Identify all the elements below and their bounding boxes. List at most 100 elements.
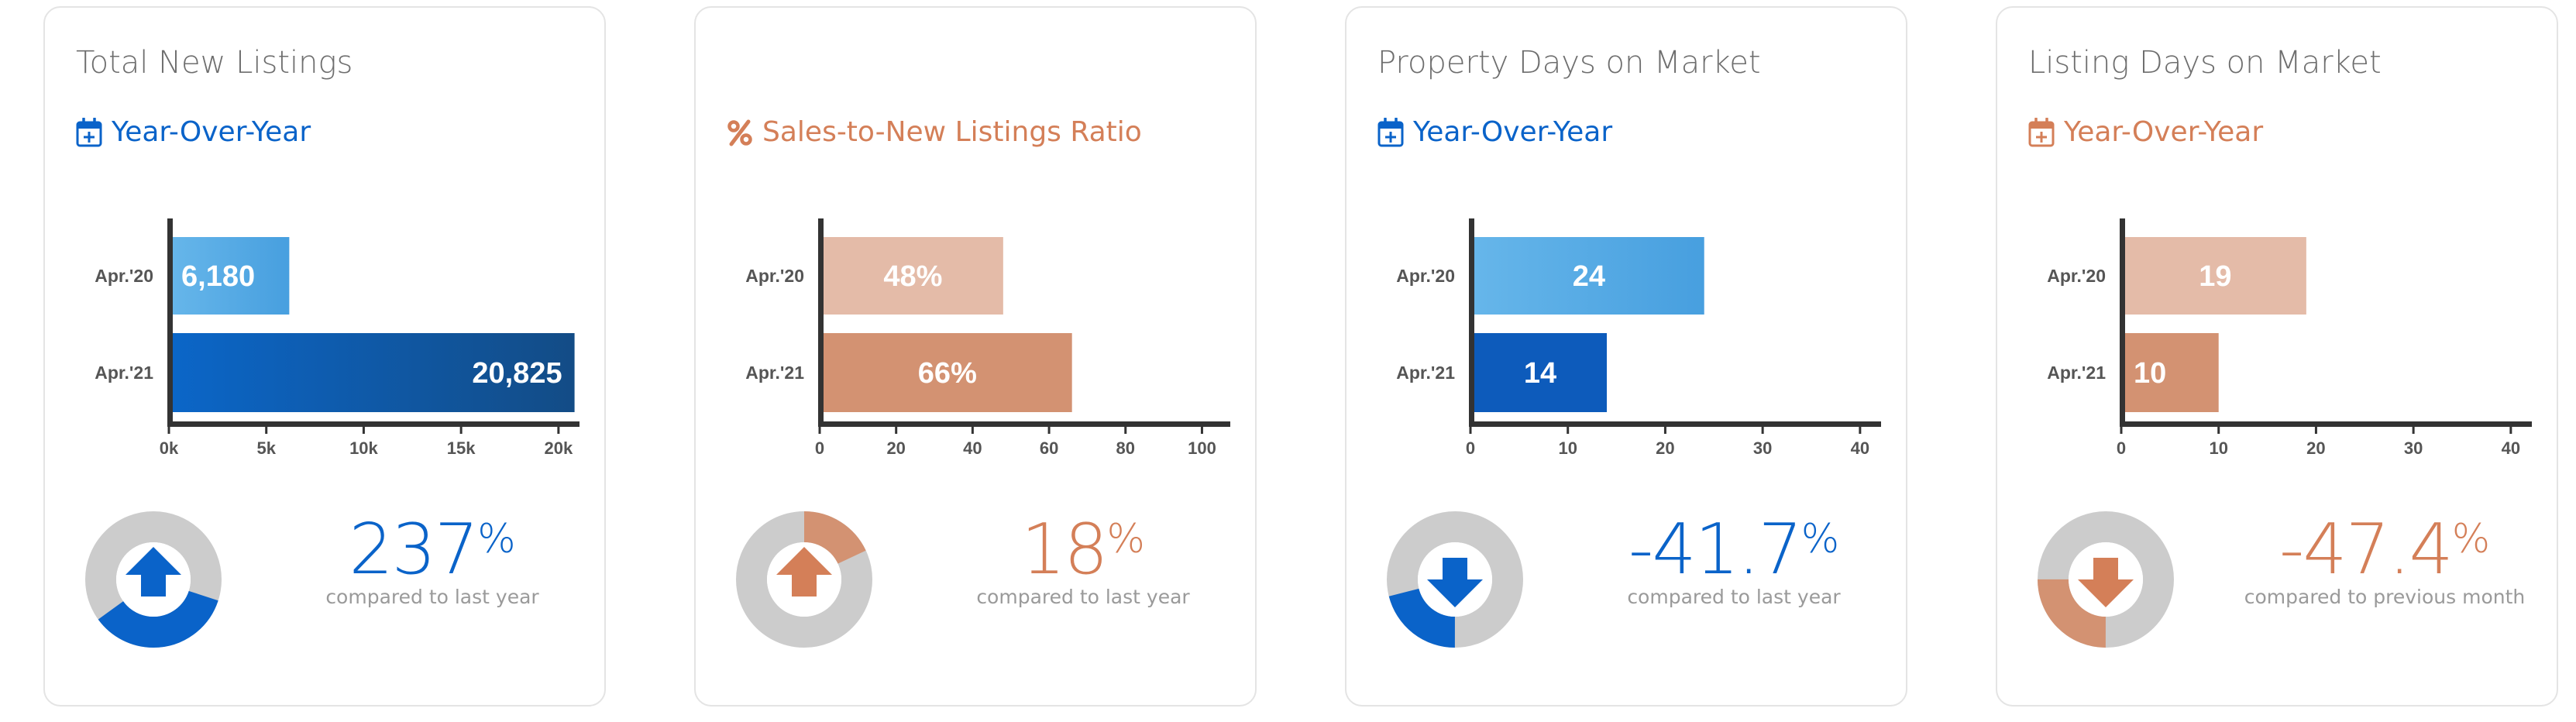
x-tick-label: 10k — [349, 438, 378, 458]
change-ring — [2038, 511, 2174, 648]
x-tick-label: 10 — [2209, 438, 2227, 458]
bar — [172, 333, 575, 412]
value-label: 24 — [1573, 260, 1605, 293]
arrow-up-icon — [126, 547, 181, 597]
card-total-new-listings: Total New Listings Year-Over-Year Apr.'2… — [43, 6, 606, 707]
calendar-plus-icon — [76, 117, 102, 146]
arrow-up-icon — [776, 547, 832, 597]
ring-segment — [2038, 511, 2174, 648]
bar — [823, 333, 1072, 412]
change-stat: 18% compared to last year — [928, 513, 1238, 609]
change-value-line: 237% — [277, 513, 587, 587]
change-ring — [85, 511, 222, 648]
bar-chart: Apr.'20 6,180 Apr.'21 20,825 0k 5k 10k 15k 20k — [95, 218, 580, 458]
x-tick-label: 20k — [544, 438, 573, 458]
value-label: 10 — [2134, 357, 2166, 390]
percent-sign: % — [2451, 516, 2491, 562]
subtitle-label: Sales-to-New Listings Ratio — [762, 116, 1142, 148]
arrow-down-icon — [1427, 558, 1483, 607]
x-tick-label: 80 — [1116, 438, 1135, 458]
calendar-plus-icon — [1377, 117, 1404, 146]
percent-icon — [727, 119, 752, 146]
x-axis-line — [818, 421, 1230, 427]
subtitle: Year-Over-Year — [2028, 116, 2263, 148]
change-caption: compared to last year — [1627, 586, 1841, 608]
ring-segment — [85, 511, 222, 648]
calendar-header — [77, 122, 101, 129]
x-tick-label: 0 — [2117, 438, 2126, 458]
subtitle-label: Year-Over-Year — [1413, 116, 1613, 148]
subtitle: Year-Over-Year — [1377, 116, 1612, 148]
bar — [172, 237, 290, 315]
category-label: Apr.'21 — [2047, 363, 2106, 383]
change-caption: compared to last year — [976, 586, 1190, 608]
bar — [823, 237, 1003, 315]
x-tick-label: 60 — [1040, 438, 1058, 458]
x-tick-label: 40 — [1851, 438, 1869, 458]
change-ring — [736, 511, 872, 648]
change-value: 237 — [349, 509, 479, 590]
x-tick-label: 30 — [1753, 438, 1772, 458]
change-stat: -47.4% compared to previous month — [2230, 513, 2540, 609]
calendar-header — [2030, 122, 2053, 129]
x-axis-line — [2120, 421, 2532, 427]
change-value: -47.4 — [2279, 509, 2454, 590]
y-axis-line — [818, 218, 824, 426]
x-tick-label: 20 — [2306, 438, 2325, 458]
percent-sign: % — [1106, 516, 1145, 562]
y-axis-line — [1469, 218, 1474, 426]
percent-dot-top — [727, 119, 740, 132]
subtitle: Year-Over-Year — [76, 116, 311, 148]
category-label: Apr.'21 — [1396, 363, 1455, 383]
category-label: Apr.'20 — [1396, 266, 1455, 286]
value-label: 48% — [883, 260, 942, 293]
change-value: -41.7 — [1628, 509, 1803, 590]
bar — [2124, 237, 2306, 315]
bar-chart: Apr.'20 48% Apr.'21 66% 0 20 40 60 80 100 — [745, 218, 1230, 458]
percent-sign: % — [477, 516, 516, 562]
percent-sign: % — [1800, 516, 1840, 562]
x-tick-label: 40 — [963, 438, 982, 458]
x-tick-label: 40 — [2502, 438, 2520, 458]
value-label: 66% — [918, 357, 977, 390]
card-property-days-on-market: Property Days on Market Year-Over-Year A… — [1345, 6, 1907, 707]
subtitle-label: Year-Over-Year — [112, 116, 311, 148]
change-caption: compared to last year — [325, 586, 539, 608]
y-axis-line — [167, 218, 173, 426]
x-tick-label: 0 — [1466, 438, 1475, 458]
value-label: 6,180 — [181, 260, 255, 293]
x-tick-label: 15k — [447, 438, 476, 458]
calendar-plus-icon — [2028, 117, 2055, 146]
bar-chart: Apr.'20 24 Apr.'21 14 0 10 20 30 40 — [1396, 218, 1881, 458]
category-label: Apr.'20 — [745, 266, 804, 286]
card-listing-days-on-market: Listing Days on Market Year-Over-Year Ap… — [1996, 6, 2558, 707]
card-title: Total New Listings — [76, 45, 353, 81]
x-tick-label: 100 — [1188, 438, 1216, 458]
value-label: 14 — [1524, 357, 1556, 390]
change-value-line: 18% — [928, 513, 1238, 587]
bar — [1474, 333, 1607, 412]
bar — [1474, 237, 1704, 315]
bar — [2124, 333, 2219, 412]
y-axis-line — [2120, 218, 2125, 426]
x-tick-label: 30 — [2404, 438, 2423, 458]
card-title: Listing Days on Market — [2028, 45, 2382, 81]
x-tick-label: 0 — [815, 438, 824, 458]
percent-slash — [729, 119, 751, 146]
value-label: 19 — [2199, 260, 2231, 293]
change-stat: -41.7% compared to last year — [1579, 513, 1889, 609]
change-value-line: -41.7% — [1579, 513, 1889, 587]
card-sales-to-new-listings: Sales-to-New Listings Ratio Apr.'20 48% Ap… — [694, 6, 1257, 707]
x-axis-line — [1469, 421, 1881, 427]
x-tick-label: 0k — [160, 438, 179, 458]
category-label: Apr.'20 — [2047, 266, 2106, 286]
x-tick-label: 20 — [1656, 438, 1674, 458]
change-ring — [1387, 511, 1523, 648]
ring-track — [1387, 511, 1523, 648]
subtitle: Sales-to-New Listings Ratio — [727, 116, 1142, 148]
value-label: 20,825 — [472, 357, 562, 390]
category-label: Apr.'21 — [745, 363, 804, 383]
subtitle-label: Year-Over-Year — [2064, 116, 2264, 148]
bar-chart: Apr.'20 19 Apr.'21 10 0 10 20 30 40 — [2047, 218, 2532, 458]
calendar-header — [1379, 122, 1402, 129]
